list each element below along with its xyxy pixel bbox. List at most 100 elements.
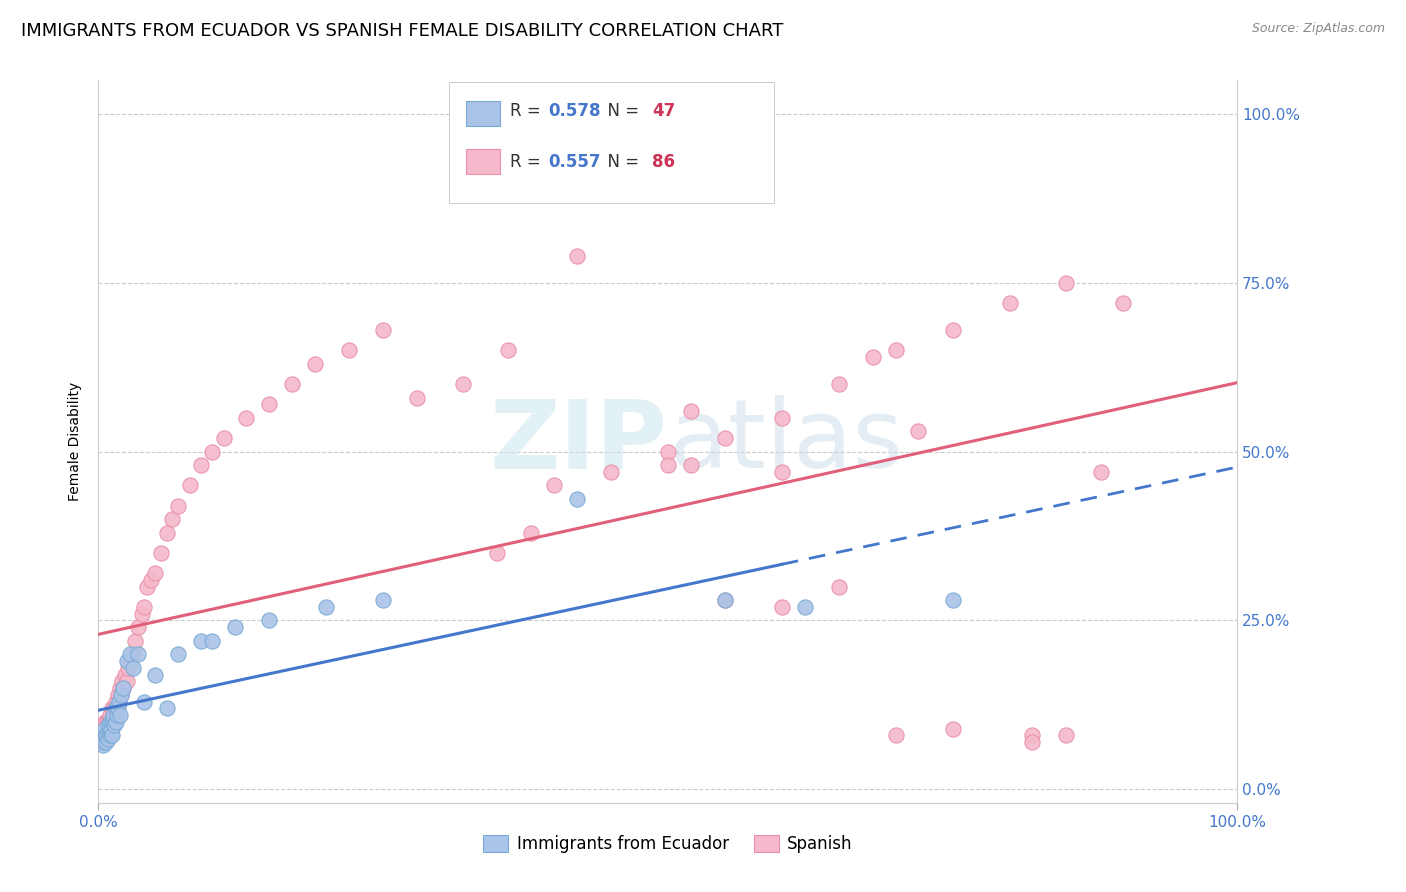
Point: [127, 620, 149, 634]
Point: [190, 458, 212, 472]
Point: [124, 633, 146, 648]
Text: 0.557: 0.557: [548, 153, 600, 171]
Text: Source: ZipAtlas.com: Source: ZipAtlas.com: [1251, 22, 1385, 36]
Point: [100, 714, 122, 729]
Point: [565, 249, 588, 263]
Text: atlas: atlas: [668, 395, 903, 488]
Point: [259, 614, 281, 628]
Point: [89, 735, 111, 749]
Point: [91, 739, 114, 753]
Point: [121, 661, 143, 675]
Point: [150, 546, 173, 560]
Point: [96, 728, 118, 742]
Point: [139, 573, 162, 587]
Point: [90, 731, 112, 746]
Point: [98, 722, 121, 736]
Point: [97, 718, 120, 732]
Point: [520, 525, 543, 540]
Point: [657, 444, 679, 458]
Point: [486, 546, 509, 560]
Point: [793, 599, 815, 614]
Point: [104, 714, 127, 729]
Point: [100, 725, 122, 739]
Point: [112, 681, 135, 695]
Point: [104, 694, 127, 708]
Point: [107, 688, 129, 702]
Point: [862, 350, 884, 364]
Point: [101, 728, 124, 742]
Point: [90, 728, 112, 742]
Point: [770, 599, 793, 614]
Text: R =: R =: [509, 103, 546, 120]
Point: [131, 607, 153, 621]
Point: [156, 525, 179, 540]
Point: [91, 722, 114, 736]
Point: [108, 681, 131, 695]
Point: [167, 499, 190, 513]
Point: [543, 478, 565, 492]
Point: [96, 731, 118, 746]
Point: [105, 708, 128, 723]
Point: [96, 714, 118, 729]
FancyBboxPatch shape: [467, 149, 501, 174]
Point: [98, 708, 121, 723]
Point: [884, 343, 907, 358]
Text: R =: R =: [509, 153, 546, 171]
Point: [162, 512, 184, 526]
Point: [565, 491, 588, 506]
Y-axis label: Female Disability: Female Disability: [69, 382, 83, 501]
Point: [114, 667, 136, 681]
Point: [679, 458, 702, 472]
Point: [96, 735, 118, 749]
Text: N =: N =: [598, 153, 644, 171]
Point: [145, 566, 167, 581]
Point: [115, 674, 138, 689]
Point: [97, 714, 120, 729]
Point: [127, 647, 149, 661]
Point: [132, 694, 155, 708]
Point: [110, 688, 132, 702]
Legend: Immigrants from Ecuador, Spanish: Immigrants from Ecuador, Spanish: [477, 828, 859, 860]
Point: [101, 714, 124, 729]
Point: [104, 708, 127, 723]
Point: [103, 708, 125, 723]
Point: [281, 377, 304, 392]
Point: [371, 323, 394, 337]
Point: [93, 728, 115, 742]
Point: [235, 411, 257, 425]
Point: [98, 714, 121, 729]
Point: [96, 714, 118, 729]
Text: N =: N =: [598, 103, 644, 120]
Point: [315, 599, 337, 614]
Point: [93, 718, 115, 732]
Point: [1021, 735, 1043, 749]
Point: [714, 593, 737, 607]
Point: [108, 694, 131, 708]
Point: [98, 728, 121, 742]
Point: [115, 654, 138, 668]
Point: [907, 425, 929, 439]
Point: [212, 431, 235, 445]
Point: [1054, 728, 1078, 742]
Point: [90, 725, 112, 739]
Point: [103, 701, 125, 715]
Point: [104, 701, 127, 715]
Point: [121, 647, 143, 661]
Point: [657, 458, 679, 472]
Point: [101, 701, 124, 715]
Point: [451, 377, 474, 392]
Point: [179, 478, 201, 492]
Point: [108, 694, 131, 708]
Point: [120, 647, 142, 661]
Point: [100, 722, 122, 736]
Point: [94, 722, 117, 736]
Point: [167, 647, 190, 661]
Text: 0.578: 0.578: [548, 103, 600, 120]
Point: [1054, 276, 1078, 290]
Point: [136, 580, 159, 594]
Point: [96, 722, 118, 736]
Point: [145, 667, 167, 681]
Text: IMMIGRANTS FROM ECUADOR VS SPANISH FEMALE DISABILITY CORRELATION CHART: IMMIGRANTS FROM ECUADOR VS SPANISH FEMAL…: [21, 22, 783, 40]
Point: [190, 633, 212, 648]
Point: [304, 357, 326, 371]
